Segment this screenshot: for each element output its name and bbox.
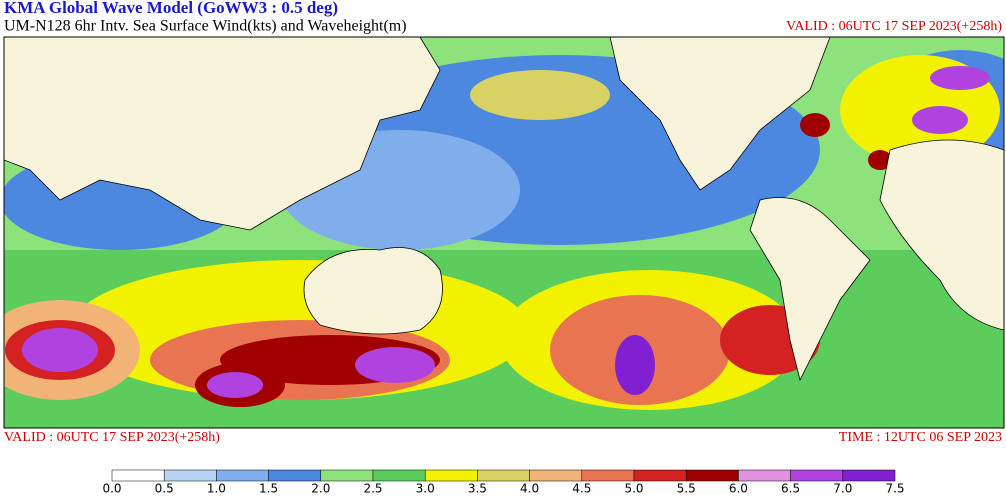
colorbar-label: 0.0 [102,482,121,496]
colorbar-label: 5.5 [677,482,696,496]
colorbar-label: 4.0 [520,482,539,496]
colorbar-label: 6.0 [729,482,748,496]
colorbar-segment [216,469,269,482]
colorbar-segment [372,469,426,482]
colorbar-segment [685,469,739,482]
map [3,36,1005,429]
colorbar-segment [477,469,530,482]
colorbar-label: 3.5 [468,482,487,496]
colorbar-label: 7.0 [833,482,852,496]
colorbar: 0.0 0.5 1.0 1.5 2.0 2.5 3.0 3.5 4.0 4.5 5.0 5.5 6.0 6… [102,469,905,496]
colorbar-label: 5.0 [624,482,643,496]
title: KMA Global Wave Model (GoWW3 : 0.5 deg) [4,0,338,17]
colorbar-label: 4.5 [572,482,591,496]
colorbar-segment [424,469,478,482]
valid-bottom: VALID : 06UTC 17 SEP 2023(+258h) [4,430,220,445]
colorbar-segment [268,469,322,482]
colorbar-segment [790,469,844,482]
colorbar-segment [633,469,687,482]
colorbar-label: 2.0 [311,482,330,496]
colorbar-label: 1.0 [207,482,226,496]
colorbar-segment [842,469,896,482]
valid-top: VALID : 06UTC 17 SEP 2023(+258h) [786,19,1002,34]
colorbar-label: 6.5 [781,482,800,496]
colorbar-segment [163,469,217,482]
colorbar-segment [581,469,635,482]
colorbar-segment [320,469,374,482]
colorbar-label: 7.5 [885,482,904,496]
colorbar-label: 1.5 [259,482,278,496]
colorbar-label: 3.0 [416,482,435,496]
analysis-time: TIME : 12UTC 06 SEP 2023 [839,430,1002,445]
colorbar-segment [111,469,165,482]
colorbar-label: 0.5 [155,482,174,496]
colorbar-label: 2.5 [363,482,382,496]
subtitle: UM-N128 6hr Intv. Sea Surface Wind(kts) … [4,18,407,35]
colorbar-segment [738,469,791,482]
colorbar-segment [529,469,583,482]
